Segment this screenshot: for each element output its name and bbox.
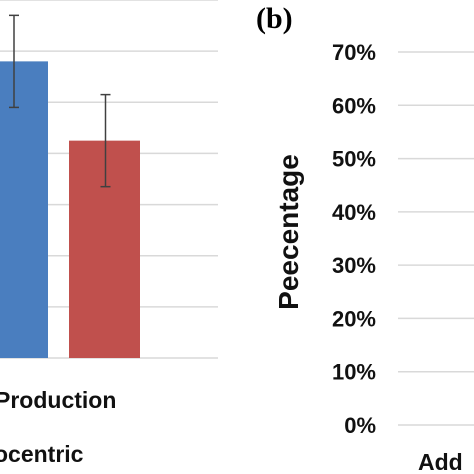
panel-a-chart: Production ocentric (0, 0, 218, 467)
y-tick-label: 70% (332, 40, 376, 65)
y-tick-label: 30% (332, 253, 376, 278)
y-tick-label: 0% (344, 413, 376, 438)
y-tick-label: 40% (332, 200, 376, 225)
y-tick-label: 60% (332, 93, 376, 118)
panel-a-bars (0, 61, 140, 358)
y-tick-label: 20% (332, 306, 376, 331)
panel-a-category-label: Production (0, 387, 116, 413)
y-tick-label: 50% (332, 147, 376, 172)
panel-b-y-axis-label: Peecentage (273, 154, 304, 310)
panel-b-x-label-fragment: Add (418, 449, 463, 474)
y-tick-label: 10% (332, 360, 376, 385)
bar-production-blue (0, 61, 48, 358)
panel-b-y-tick-labels: 0% 10% 20% 30% 40% 50% 60% 70% (332, 40, 376, 438)
panel-b-label: (b) (256, 2, 293, 35)
panel-a-error-bars (9, 14, 111, 188)
panel-a-group-label: ocentric (0, 441, 84, 467)
bar-production-red (69, 140, 140, 358)
panel-b-gridlines (398, 51, 474, 426)
panel-b-chart: (b) 0% 10% 20% 30% 40% 50% 60% 70% Peecentage A… (256, 2, 474, 474)
